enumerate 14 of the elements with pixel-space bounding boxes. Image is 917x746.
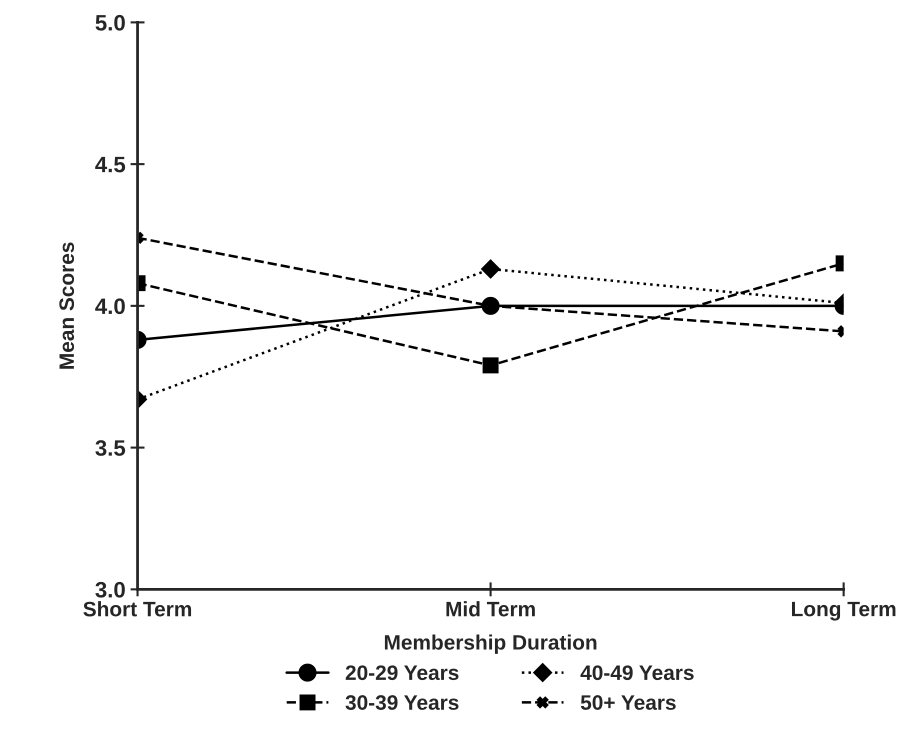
y-tick-label: 5.0	[96, 14, 125, 31]
x-tick-label: Long Term	[792, 602, 896, 621]
legend-label: 50+ Years	[580, 695, 676, 710]
x-axis-title: Membership Duration	[384, 634, 596, 654]
legend-label: 40-49 Years	[580, 665, 694, 680]
legend-label: 20-29 Years	[346, 665, 458, 680]
y-tick-label: 4.0	[95, 298, 125, 314]
legend-label: 30-39 Years	[346, 695, 458, 710]
y-tick-label: 4.5	[95, 156, 126, 172]
y-axis-title: Mean Scores	[59, 242, 74, 369]
x-tick-label: Short Term	[83, 601, 192, 616]
y-tick-label: 3.5	[95, 440, 126, 456]
y-tick-label: 3.0	[95, 582, 125, 598]
x-tick-label: Mid Term	[446, 601, 535, 616]
